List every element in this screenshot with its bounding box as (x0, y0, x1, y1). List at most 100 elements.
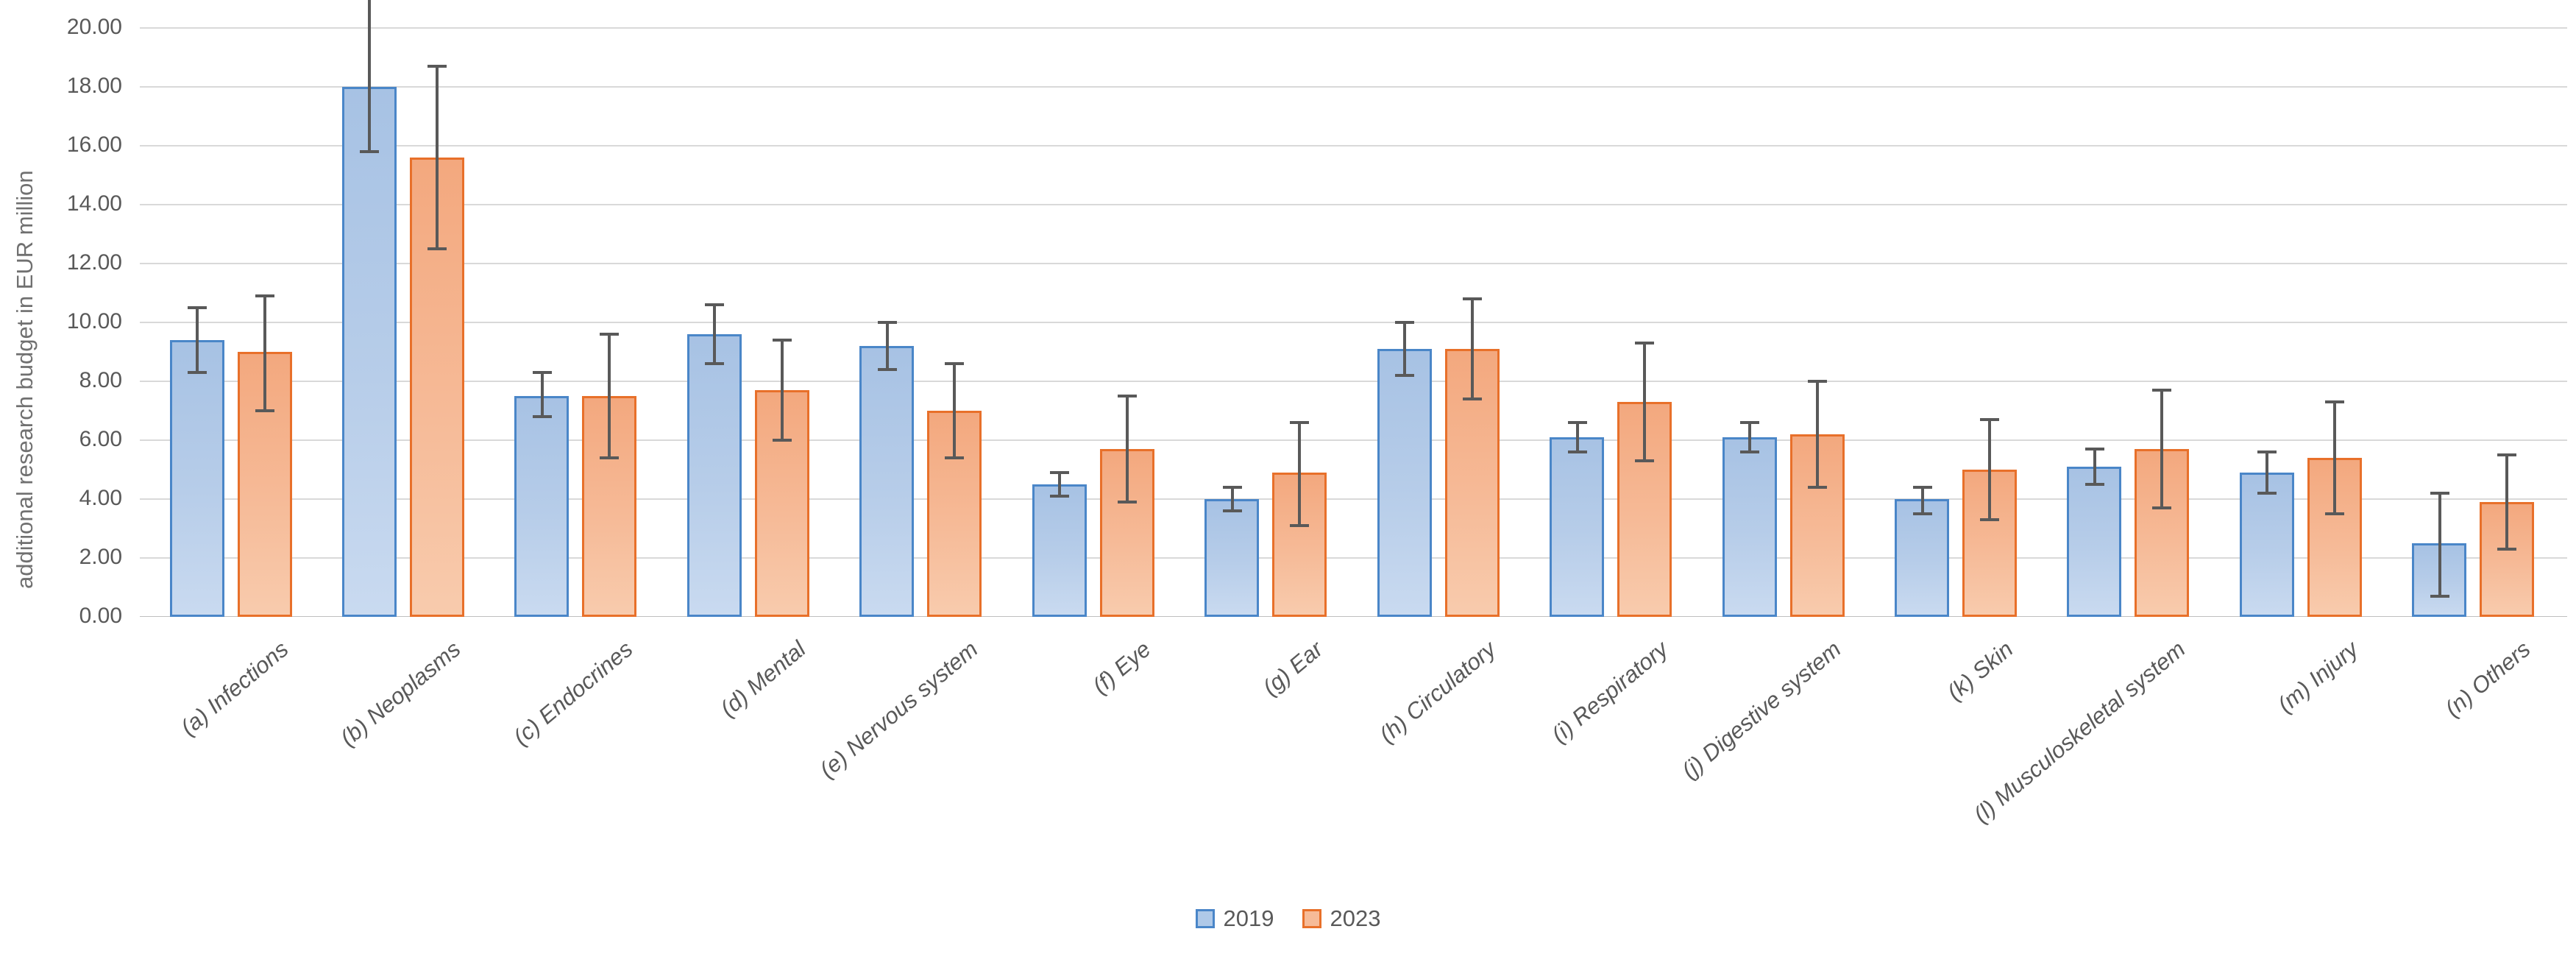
error-bar (1920, 487, 1924, 514)
y-tick-label: 6.00 (79, 427, 122, 451)
error-bar-cap-low (2324, 512, 2344, 515)
error-bar (608, 334, 611, 458)
gridline (140, 86, 2567, 88)
category-label: (f) Eye (1087, 636, 1156, 699)
error-bar (263, 296, 266, 411)
error-bar-cap-low (1395, 374, 1415, 377)
error-bar-cap-high (2152, 389, 2172, 392)
error-bar-cap-high (427, 65, 447, 68)
y-tick-label: 10.00 (66, 309, 122, 333)
error-bar (1470, 299, 1474, 399)
error-bar-cap-high (705, 303, 725, 306)
gridline (140, 27, 2567, 29)
y-tick-label: 0.00 (79, 604, 122, 628)
y-tick-label: 14.00 (66, 191, 122, 216)
error-bar-cap-high (877, 321, 897, 324)
error-bar-cap-high (2084, 448, 2104, 451)
error-bar-cap-high (255, 294, 274, 297)
error-bar-cap-high (772, 339, 792, 342)
error-bar-cap-low (2430, 595, 2449, 598)
error-bar (196, 308, 199, 372)
error-bar-cap-low (1740, 451, 1760, 453)
y-tick-label: 20.00 (66, 15, 122, 39)
gridline (140, 381, 2567, 382)
error-bar-cap-high (532, 371, 552, 374)
error-bar (1298, 423, 1302, 526)
error-bar-cap-high (600, 333, 620, 336)
error-bar-cap-high (1635, 342, 1655, 344)
bar-2019-(l) Musculoskeletal system (2067, 467, 2122, 617)
error-bar-cap-low (945, 456, 965, 459)
category-label: (k) Skin (1942, 636, 2018, 706)
y-tick-label: 8.00 (79, 368, 122, 392)
error-bar-cap-low (705, 362, 725, 365)
error-bar-cap-low (1912, 512, 1932, 515)
error-bar-cap-low (255, 409, 274, 412)
bar-2019-(b) Neoplasms (341, 87, 397, 617)
error-bar (2265, 452, 2269, 493)
error-bar-cap-low (2084, 483, 2104, 486)
legend-label: 2023 (1330, 905, 1381, 931)
error-bar-cap-high (1395, 321, 1415, 324)
error-bar (1815, 381, 1819, 487)
error-bar-cap-low (1222, 509, 1242, 512)
error-bar-cap-high (2497, 453, 2517, 456)
error-bar-cap-low (427, 247, 447, 250)
category-label: (d) Mental (714, 636, 811, 722)
y-tick-label: 4.00 (79, 486, 122, 510)
gridline (140, 263, 2567, 264)
error-bar (953, 364, 957, 458)
category-label: (h) Circulatory (1374, 636, 1501, 748)
error-bar (1643, 343, 1647, 461)
error-bar-cap-high (1462, 297, 1482, 300)
error-bar (1748, 423, 1752, 452)
error-bar (713, 305, 717, 364)
category-label: (b) Neoplasms (335, 636, 466, 752)
error-bar-cap-low (1050, 495, 1070, 498)
error-bar-cap-low (877, 368, 897, 371)
bar-2019-(c) Endocrines (514, 396, 570, 617)
error-bar-cap-low (2152, 506, 2172, 509)
error-bar-cap-low (532, 415, 552, 418)
bar-2019-(m) Injury (2239, 473, 2294, 617)
legend-swatch-icon (1195, 909, 1215, 928)
error-bar-cap-low (188, 371, 207, 374)
error-bar (540, 372, 544, 417)
error-bar-cap-low (772, 439, 792, 442)
category-label: (g) Ear (1257, 636, 1328, 701)
gridline (140, 439, 2567, 441)
category-label: (l) Musculoskeletal system (1968, 636, 2190, 828)
x-axis-line (140, 616, 2567, 617)
category-label: (i) Respiratory (1546, 636, 1673, 748)
error-bar (2160, 390, 2164, 508)
error-bar-cap-low (1635, 459, 1655, 462)
error-bar (1058, 473, 1062, 496)
category-label: (n) Others (2440, 636, 2536, 722)
gridline (140, 322, 2567, 323)
error-bar-cap-high (1807, 380, 1827, 383)
error-bar (2505, 455, 2509, 549)
gridline (140, 557, 2567, 559)
bar-2019-(e) Nervous system (859, 346, 915, 617)
y-tick-label: 12.00 (66, 250, 122, 275)
error-bar-cap-high (1117, 395, 1137, 398)
error-bar-cap-high (1980, 418, 1999, 421)
error-bar-cap-high (1912, 486, 1932, 489)
error-bar (2093, 449, 2096, 484)
error-bar-cap-low (1980, 518, 1999, 521)
error-bar-cap-low (1117, 501, 1137, 504)
error-bar (368, 0, 372, 152)
gridline (140, 498, 2567, 500)
error-bar-cap-low (360, 150, 380, 153)
error-bar (435, 66, 439, 249)
bar-2019-(i) Respiratory (1550, 437, 1605, 617)
error-bar (780, 340, 784, 440)
plot-area (140, 0, 2567, 617)
error-bar-cap-low (1290, 524, 1310, 527)
bar-2019-(f) Eye (1032, 484, 1087, 617)
error-bar-cap-high (2324, 400, 2344, 403)
legend-swatch-icon (1302, 909, 1321, 928)
category-label: (e) Nervous system (815, 636, 983, 783)
error-bar-cap-low (2497, 548, 2517, 551)
